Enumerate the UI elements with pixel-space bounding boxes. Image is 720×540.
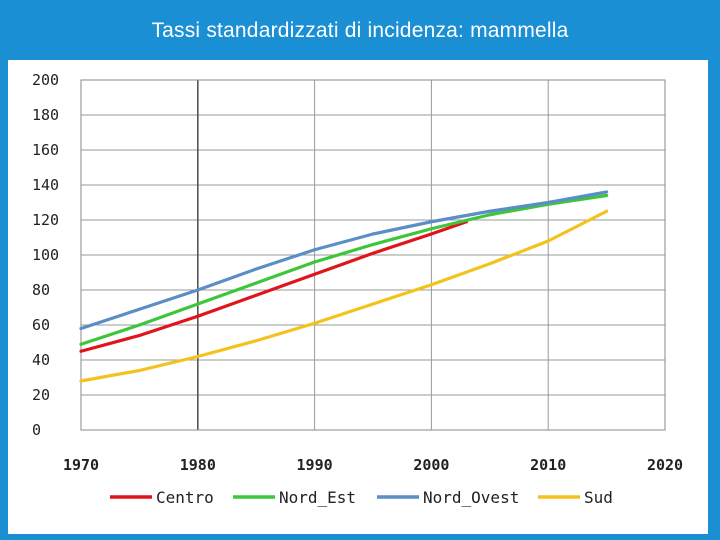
y-tick-label: 20	[32, 386, 50, 404]
data-point-nord_est	[429, 227, 433, 231]
y-tick-label: 100	[32, 246, 59, 264]
data-point-nord_est	[313, 260, 317, 264]
data-point-sud	[488, 262, 492, 266]
data-point-centro	[429, 232, 433, 236]
y-tick-label: 140	[32, 176, 59, 194]
chart-legend: Centro Nord_Est Nord_Ovest Sud	[110, 488, 613, 507]
series-line-nord_est	[79, 193, 609, 346]
data-point-nord_ovest	[137, 307, 141, 311]
data-point-nord_ovest	[313, 248, 317, 252]
data-point-nord_ovest	[488, 209, 492, 213]
chart-axes	[80, 79, 666, 431]
plot-area-border	[80, 79, 666, 431]
data-point-nord_ovest	[371, 232, 375, 236]
data-point-centro	[313, 272, 317, 276]
data-point-nord_est	[371, 243, 375, 246]
legend-label-sud: Sud	[584, 488, 613, 507]
y-tick-label: 180	[32, 106, 59, 124]
data-point-nord_est	[488, 213, 492, 217]
data-point-nord_ovest	[546, 201, 550, 204]
y-tick-label: 60	[32, 316, 50, 334]
series-line-centro	[79, 220, 469, 353]
y-tick-label: 0	[32, 421, 41, 439]
data-point-sud	[254, 339, 258, 343]
data-point-nord_est	[254, 281, 258, 285]
x-tick-label: 2020	[647, 456, 683, 474]
data-point-nord_ovest	[605, 190, 609, 194]
series-line-nord_ovest	[79, 190, 609, 331]
data-point-centro	[254, 293, 258, 297]
data-point-nord_est	[137, 323, 141, 327]
chart-grid	[80, 79, 666, 431]
data-point-nord_ovest	[254, 267, 258, 271]
x-tick-label: 2010	[530, 456, 566, 474]
data-point-nord_ovest	[79, 327, 83, 330]
data-point-centro	[137, 334, 141, 337]
data-point-nord_ovest	[196, 288, 200, 292]
data-point-nord_est	[196, 302, 200, 306]
data-point-sud	[79, 379, 83, 383]
y-tick-label: 120	[32, 211, 59, 229]
data-point-nord_est	[79, 342, 83, 346]
y-tick-label: 40	[32, 351, 50, 369]
data-point-sud	[371, 302, 375, 306]
data-point-sud	[137, 369, 141, 372]
legend-label-nord_ovest: Nord_Ovest	[423, 488, 519, 507]
x-tick-label: 2000	[413, 456, 449, 474]
data-point-sud	[546, 239, 550, 243]
data-point-sud	[196, 355, 200, 358]
y-tick-label: 200	[32, 71, 59, 89]
data-point-sud	[313, 321, 317, 325]
data-point-nord_ovest	[429, 220, 433, 224]
chart-lines	[79, 190, 609, 383]
legend-label-nord_est: Nord_Est	[279, 488, 356, 507]
data-point-sud	[605, 209, 609, 213]
y-tick-label: 80	[32, 281, 50, 299]
data-point-centro	[371, 251, 375, 255]
data-point-nord_est	[605, 194, 609, 197]
x-tick-label: 1990	[297, 456, 333, 474]
chart-panel	[8, 60, 708, 534]
y-tick-label: 160	[32, 141, 59, 159]
series-line-sud	[79, 209, 609, 383]
chart-ticks: 0 20 40 60 80 100 120 140 160 180 200 1970 1980 1990 2…	[32, 71, 683, 474]
x-tick-label: 1980	[180, 456, 216, 474]
slide-title: Tassi standardizzati di incidenza: mamme…	[151, 19, 569, 42]
data-point-sud	[429, 283, 433, 287]
legend-label-centro: Centro	[156, 488, 214, 507]
data-point-centro	[196, 314, 200, 318]
x-tick-label: 1970	[63, 456, 99, 474]
data-point-centro	[79, 349, 83, 353]
